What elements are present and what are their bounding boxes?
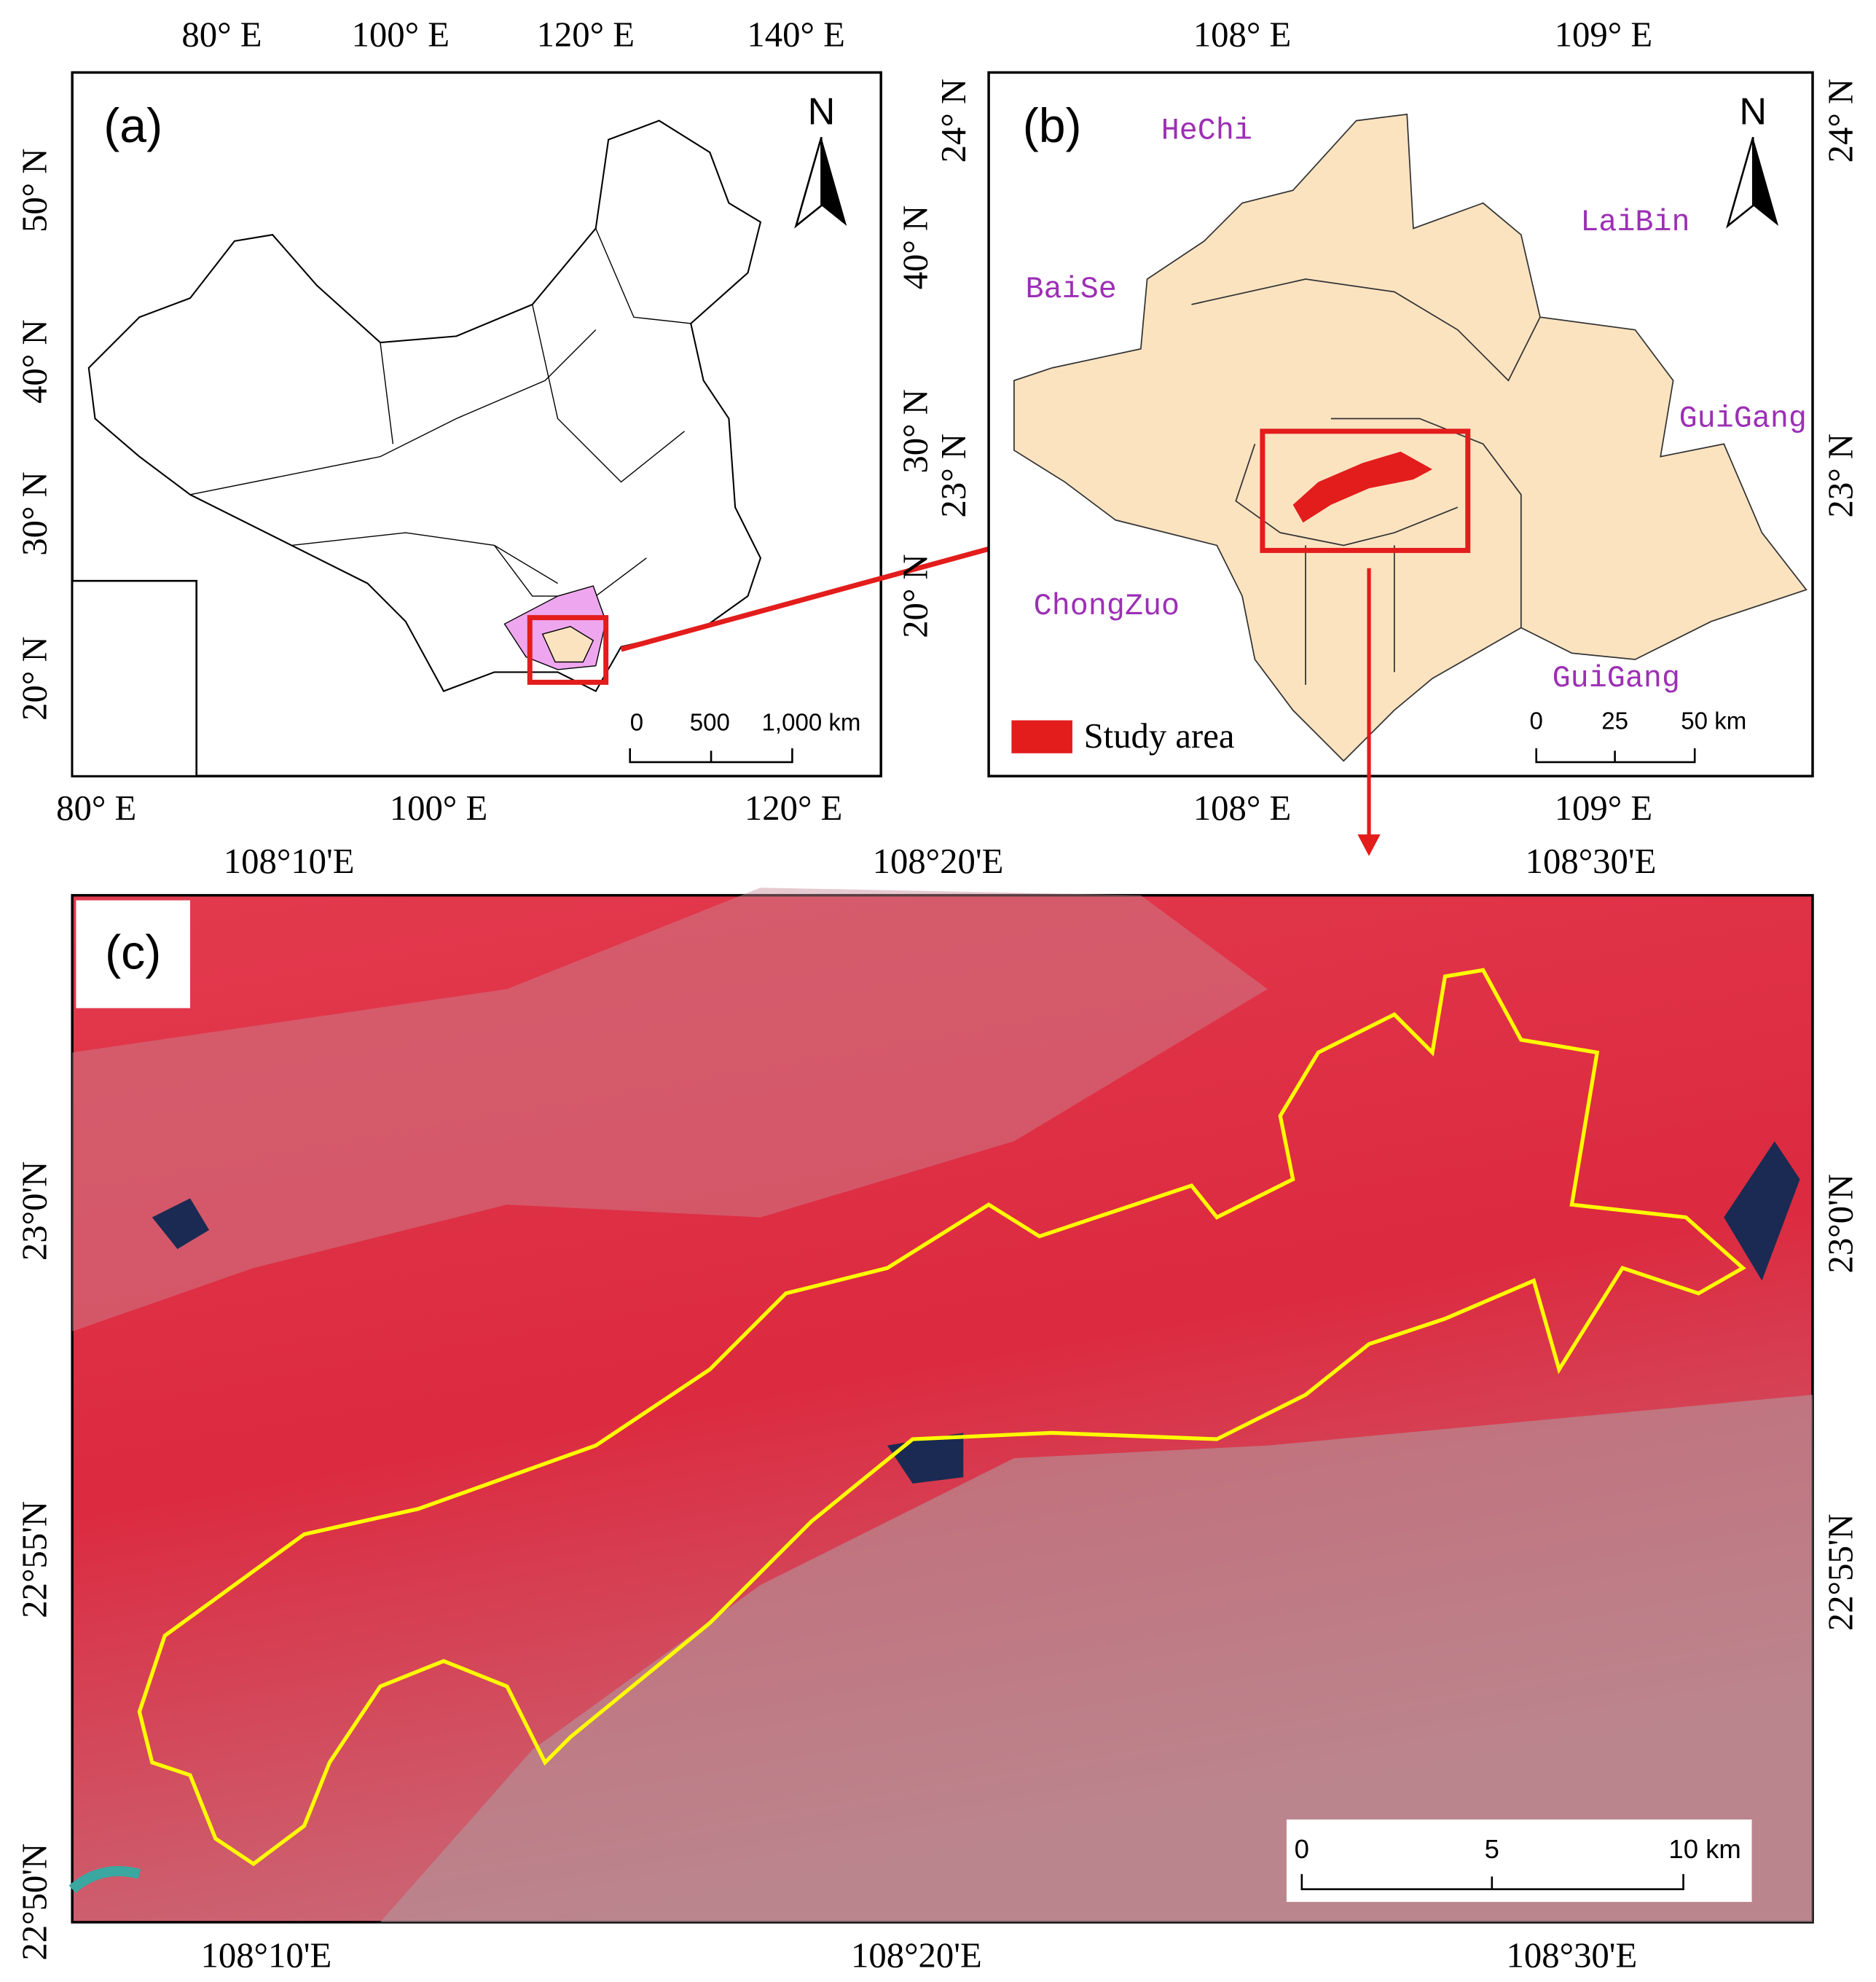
scale-bar-a [629,748,793,764]
scale-label: 500 [690,709,730,736]
lon-tick-label: 108°10'E [224,842,355,881]
lat-tick-label: 40° N [896,205,935,290]
lat-tick-label: 24° N [934,79,973,163]
lon-tick-label: 109° E [1555,788,1652,828]
lat-tick-label: 24° N [1821,79,1861,163]
lon-tick-label: 100° E [390,788,487,828]
place-label: LaiBin [1580,205,1689,240]
lon-tick-label: 108°30'E [1507,1936,1638,1975]
lat-tick-label: 50° N [15,149,54,233]
lat-tick-label: 30° N [15,471,54,556]
lat-tick-label: 20° N [896,554,935,638]
province-borders [189,228,691,597]
scale-label: 1,000 km [762,709,861,736]
lon-tick-label: 140° E [747,15,844,55]
scale-label: 10 km [1668,1834,1740,1864]
lat-tick-label: 22°55'N [15,1501,54,1618]
lon-tick-label: 109° E [1555,15,1652,55]
lon-tick-label: 100° E [352,15,450,55]
locator-box-a [527,615,609,685]
scale-label: 0 [1530,708,1543,735]
arrow-head [1357,834,1381,856]
panel-c-label-box [76,900,190,1008]
lon-tick-label: 108°30'E [1526,842,1657,881]
lon-tick-label: 80° E [181,15,262,55]
lon-tick-label: 108°20'E [873,842,1004,881]
urban-north [72,888,1268,1332]
scale-bar-b [1535,748,1696,764]
place-label: HeChi [1161,114,1252,149]
place-label: ChongZuo [1034,589,1180,624]
scale-label: 50 km [1681,708,1746,735]
lat-tick-label: 23°0'N [1821,1174,1861,1273]
lat-tick-label: 30° N [896,389,935,474]
scale-label: 5 [1485,1834,1499,1864]
lat-tick-label: 23°0'N [15,1162,54,1261]
lon-tick-label: 120° E [745,788,842,828]
panel-label: (a) [103,99,162,153]
north-arrow [821,137,847,226]
urban-south [380,1395,1813,1922]
lat-tick-label: 22°55'N [1821,1513,1861,1631]
lat-tick-label: 20° N [15,636,54,721]
lat-tick-label: 23° N [1821,434,1861,518]
place-label: GuiGang [1553,661,1680,696]
scale-label: 0 [630,709,643,736]
locator-box-b [1260,428,1471,553]
study-boundary [137,968,1746,1867]
lat-tick-label: 40° N [15,319,54,404]
lon-tick-label: 120° E [537,15,635,55]
scale-label: 25 [1601,708,1628,735]
legend-swatch [1011,720,1072,753]
north-label: N [1739,91,1767,133]
county-borders [1191,278,1541,685]
scale-bar-c [1300,1873,1684,1890]
lon-tick-label: 108°10'E [200,1936,331,1975]
north-label: N [808,91,836,133]
study-region [1013,113,1808,762]
scale-label: 0 [1295,1834,1309,1864]
place-label: GuiGang [1679,401,1807,436]
lon-tick-label: 80° E [56,788,136,828]
study-area [1292,451,1433,523]
inset-frame [71,579,197,777]
lon-tick-label: 108° E [1193,15,1291,55]
panel-label: (c) [105,926,161,980]
north-arrow [794,136,823,229]
scale-box-c [1286,1820,1752,1903]
place-label: BaiSe [1026,272,1117,307]
river [68,1865,141,1894]
legend-label: Study area [1084,716,1235,756]
china-outline [87,120,762,692]
lon-tick-label: 108° E [1193,788,1291,828]
panel-label: (b) [1023,99,1082,153]
lon-tick-label: 108°20'E [851,1936,982,1975]
lat-tick-label: 23° N [934,434,973,518]
nanning [541,626,594,663]
lat-tick-label: 22°50'N [15,1844,54,1961]
